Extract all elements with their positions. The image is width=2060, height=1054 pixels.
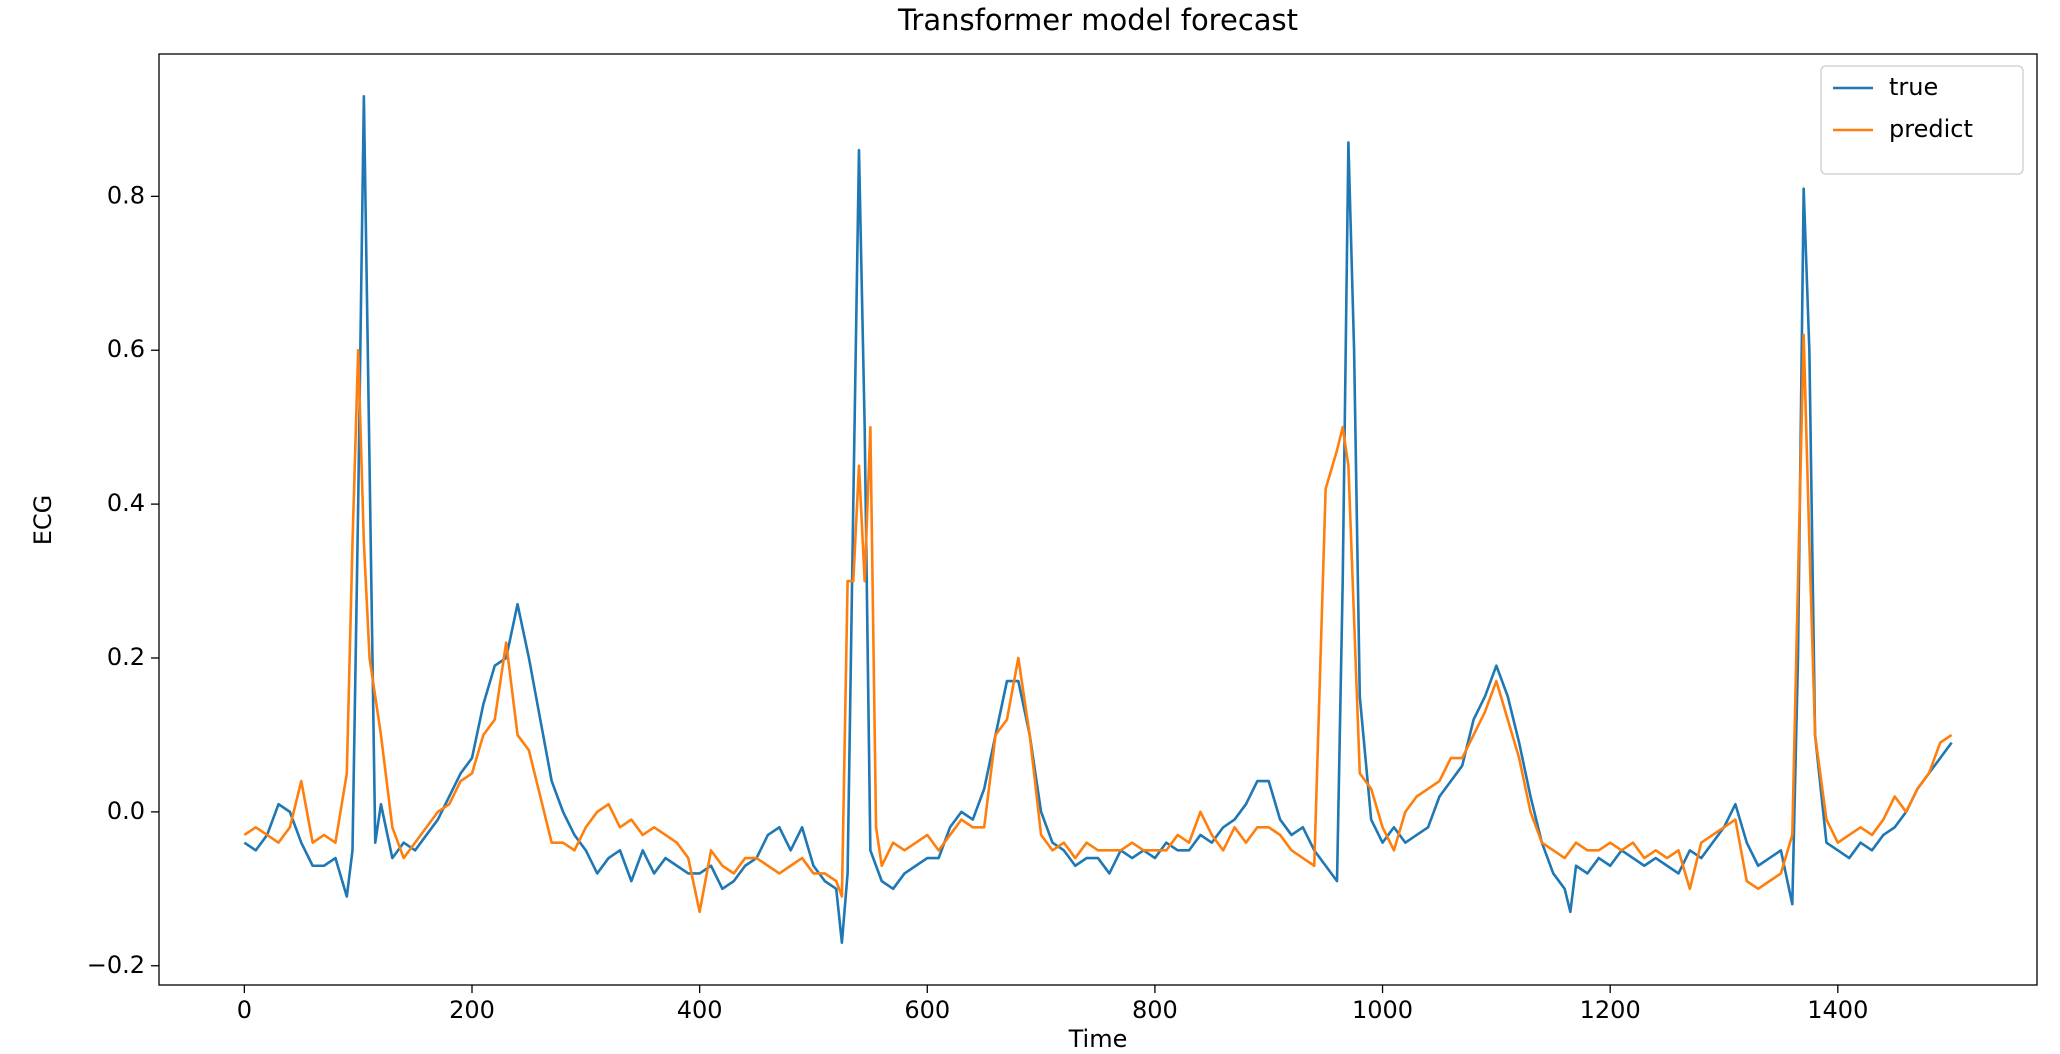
chart-title: Transformer model forecast — [897, 3, 1298, 37]
x-axis-label: Time — [1068, 1025, 1128, 1050]
x-tick-label: 400 — [677, 996, 723, 1024]
legend-box — [1820, 65, 2024, 175]
legend-label: predict — [1889, 115, 1973, 143]
x-tick-label: 1000 — [1352, 996, 1413, 1024]
line-series — [243, 95, 1953, 944]
y-tick-label: 0.2 — [107, 643, 145, 671]
x-tick-label: 1400 — [1807, 996, 1868, 1024]
x-tick-label: 200 — [449, 996, 495, 1024]
x-tick-label: 1200 — [1580, 996, 1641, 1024]
line-series — [243, 333, 1953, 914]
x-tick-label: 0 — [237, 996, 252, 1024]
y-tick-label: −0.2 — [87, 951, 145, 979]
y-tick-label: 0.0 — [107, 797, 145, 825]
y-axis-label: ECG — [29, 495, 57, 546]
x-tick-label: 600 — [904, 996, 950, 1024]
legend-label: true — [1889, 73, 1938, 101]
plot-frame — [158, 53, 2038, 986]
y-tick-label: 0.4 — [107, 489, 145, 517]
y-tick-label: 0.6 — [107, 335, 145, 363]
y-tick-label: 0.8 — [107, 181, 145, 209]
x-tick-label: 800 — [1132, 996, 1178, 1024]
